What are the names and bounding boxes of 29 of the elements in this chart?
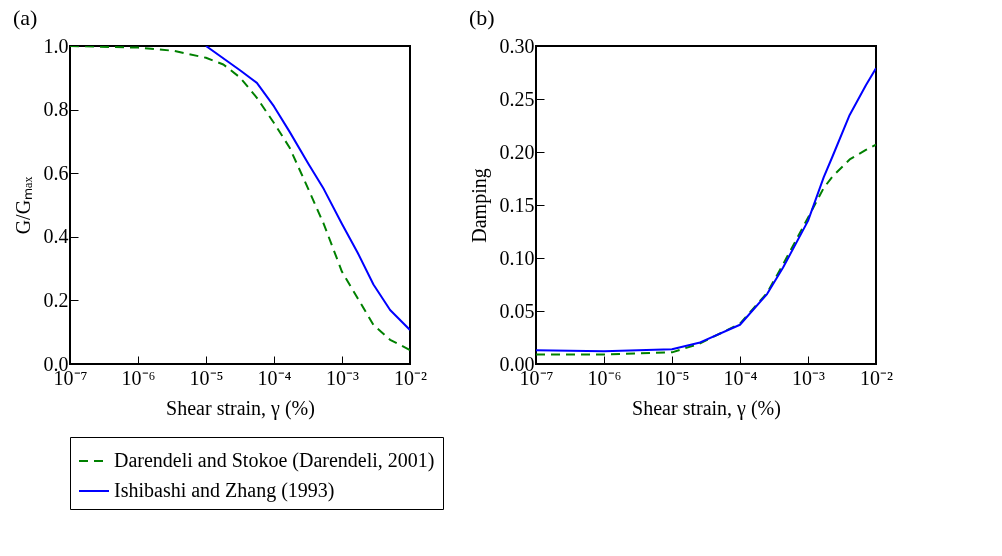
y-tick-label: 1.0 [43, 34, 69, 57]
y-tick-label: 0.10 [499, 246, 535, 269]
x-tick-label: 10⁻³ [326, 366, 359, 389]
x-tick-label: 10⁻⁴ [723, 366, 758, 389]
x-tick-label: 10⁻² [860, 366, 893, 389]
legend-label: Ishibashi and Zhang (1993) [114, 479, 335, 502]
y-tick-label: 0.15 [499, 193, 535, 216]
y-tick-label: 0.20 [499, 140, 535, 163]
y-tick-label: 0.4 [43, 225, 69, 248]
y-tick-label: 0.2 [43, 288, 69, 311]
x-tick-label: 10⁻⁵ [189, 366, 224, 389]
chart-title: (b) [469, 5, 495, 30]
y-tick-label: 0.05 [499, 299, 535, 322]
x-tick-label: 10⁻² [394, 366, 427, 389]
x-axis-title: Shear strain, γ (%) [632, 396, 781, 420]
y-axis-title: Damping [467, 168, 491, 243]
y-tick-label: 0.30 [499, 34, 535, 57]
y-tick-label: 0.25 [499, 87, 535, 110]
y-axis-title: G/Gₘₐₓ [11, 176, 34, 235]
y-tick-label: 0.6 [43, 161, 69, 184]
x-tick-label: 10⁻⁶ [587, 366, 622, 389]
x-tick-label: 10⁻⁶ [121, 366, 156, 389]
x-tick-label: 10⁻⁵ [655, 366, 690, 389]
x-tick-label: 10⁻⁴ [257, 366, 292, 389]
x-axis-title: Shear strain, γ (%) [166, 396, 315, 420]
legend-label: Darendeli and Stokoe (Darendeli, 2001) [114, 449, 435, 472]
y-tick-label: 0.8 [43, 98, 69, 121]
x-tick-label: 10⁻³ [792, 366, 825, 389]
chart-title: (a) [13, 5, 38, 30]
